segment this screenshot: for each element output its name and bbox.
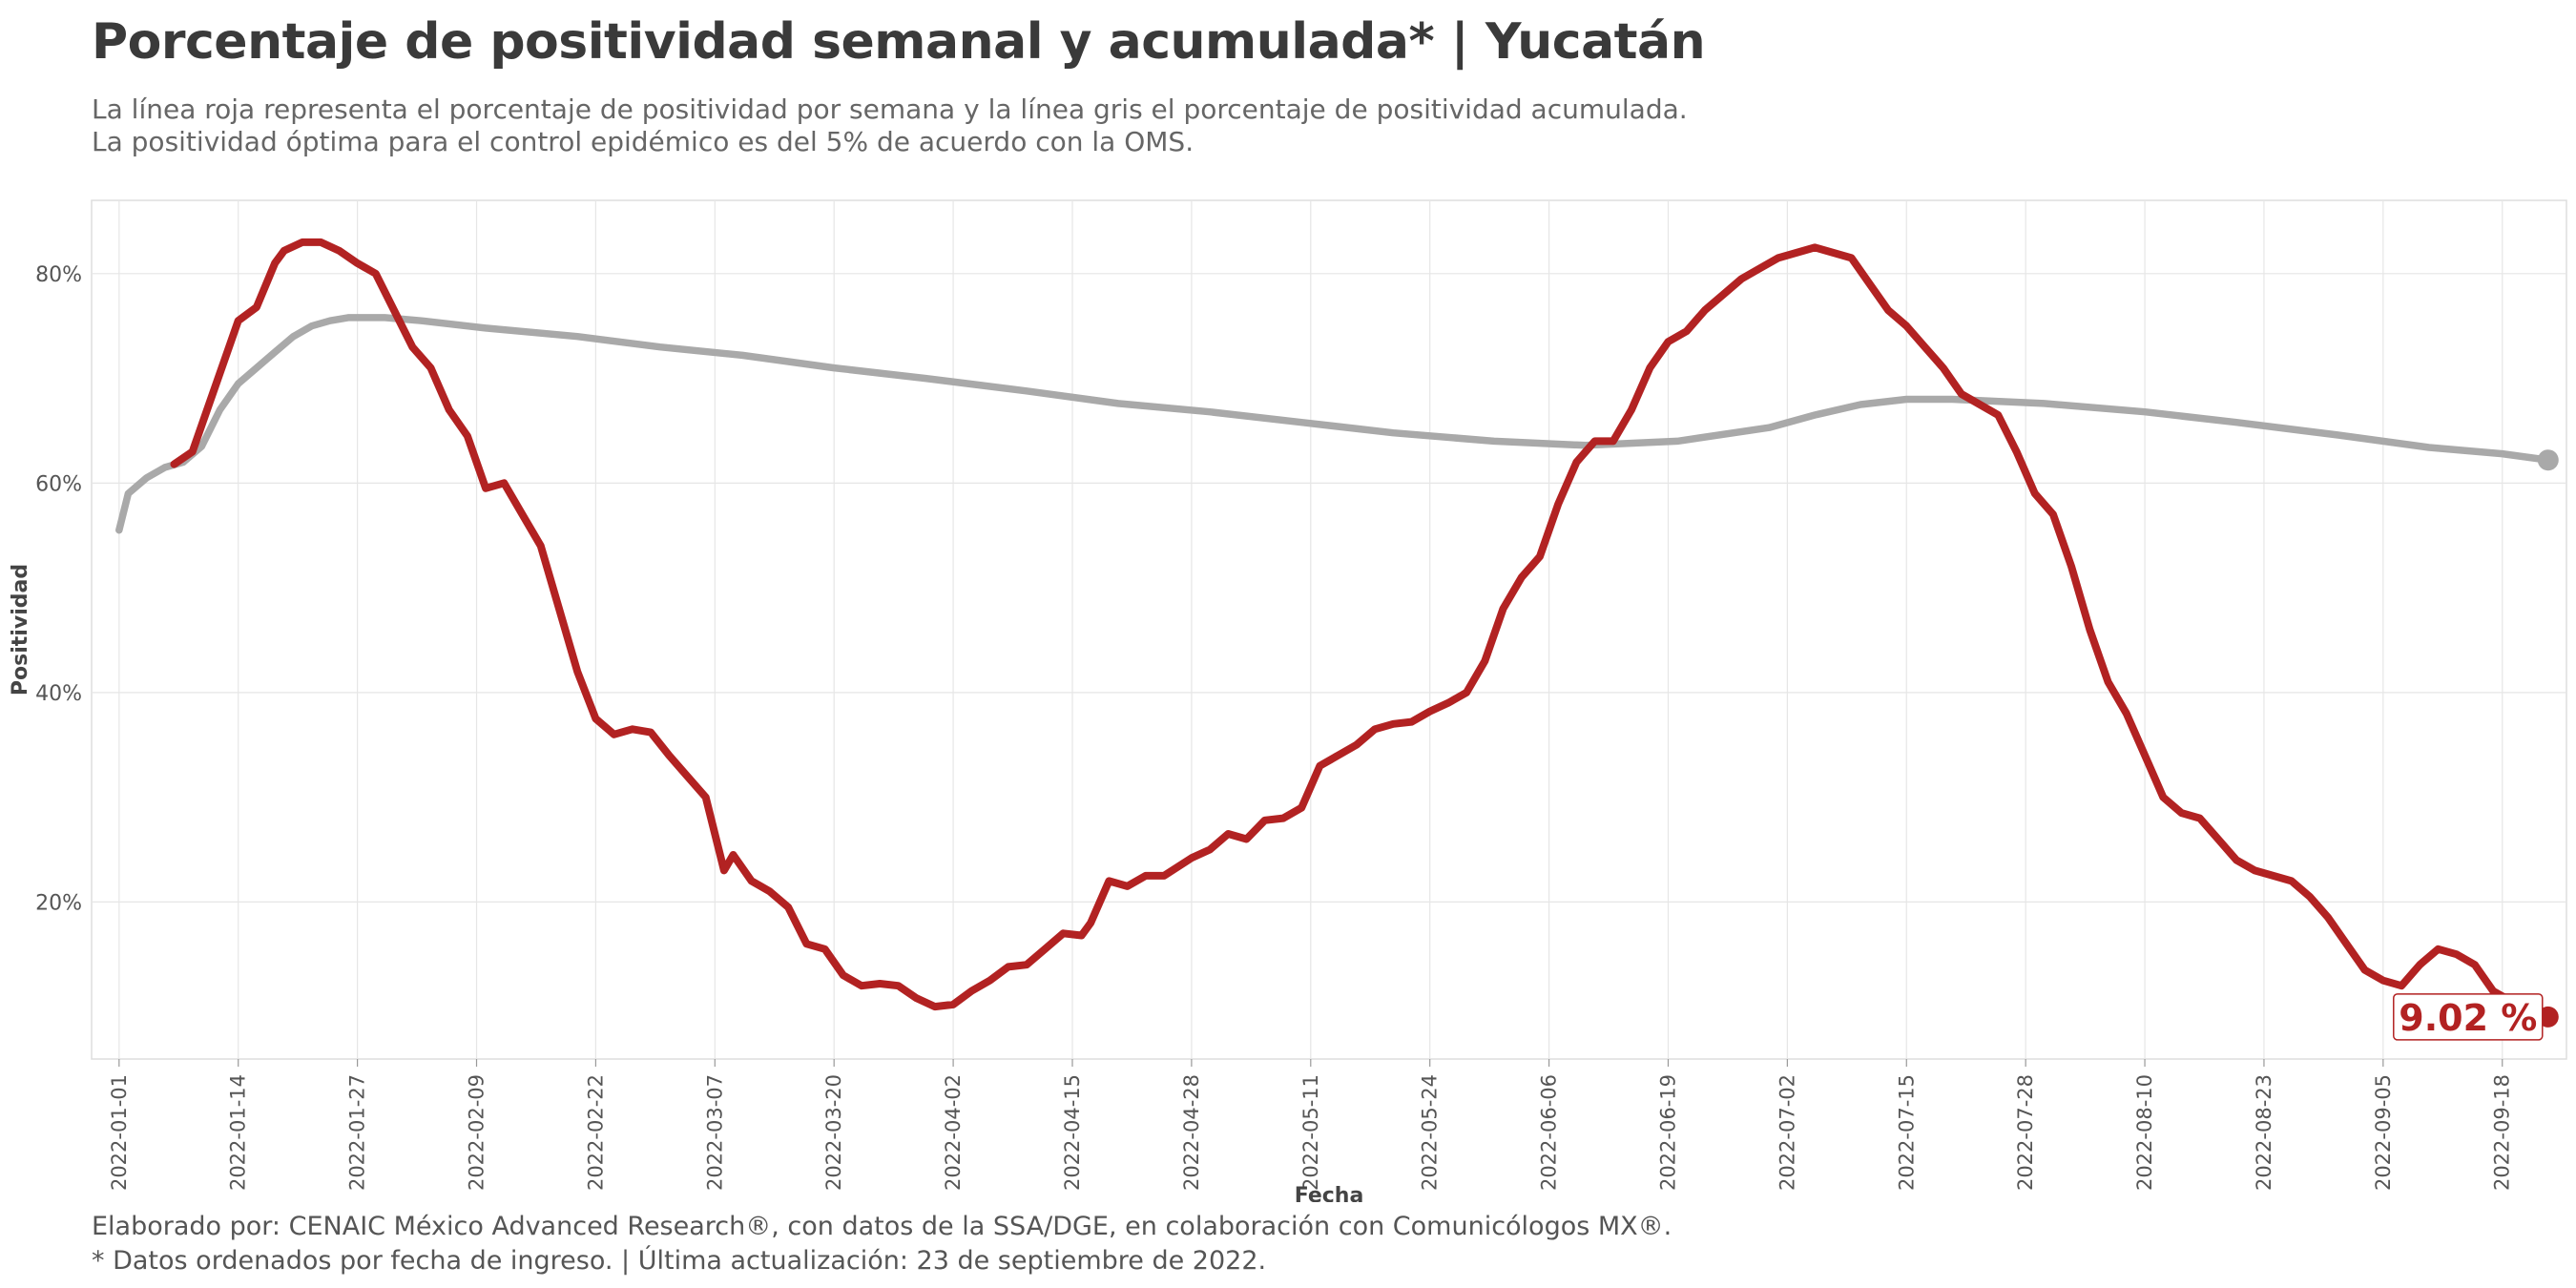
x-tick-label: 2022-01-27 [346, 1074, 369, 1191]
plot-panel [91, 199, 2567, 1060]
chart-title: Porcentaje de positividad semanal y acum… [92, 13, 1706, 71]
x-tick-label: 2022-07-02 [1776, 1074, 1798, 1191]
x-tick-label: 2022-04-02 [942, 1074, 965, 1191]
x-tick-label: 2022-03-20 [822, 1074, 845, 1191]
weekly-positivity-line [170, 238, 2552, 1021]
x-tick-label: 2022-06-19 [1656, 1074, 1679, 1191]
x-tick-label: 2022-09-18 [2491, 1074, 2514, 1191]
chart-subtitle-line-2: La positividad óptima para el control ep… [92, 126, 1195, 157]
y-tick-label: 40% [35, 682, 82, 706]
cumulative-end-point [2537, 449, 2559, 471]
chart-subtitle-line-1: La línea roja representa el porcentaje d… [92, 93, 1688, 125]
x-tick-label: 2022-06-06 [1538, 1074, 1561, 1191]
x-tick-label: 2022-02-09 [466, 1074, 488, 1191]
end-markers: 9.02 % [2393, 449, 2559, 1041]
x-tick-label: 2022-03-07 [703, 1074, 726, 1191]
y-tick-label: 80% [35, 263, 82, 287]
caption-line-1: Elaborado por: CENAIC México Advanced Re… [92, 1212, 1672, 1241]
x-tick-label: 2022-09-05 [2372, 1074, 2395, 1191]
x-axis: 2022-01-01 2022-01-14 2022-01-27 2022-02-09… [108, 1059, 2514, 1191]
x-tick-label: 2022-05-24 [1419, 1074, 1442, 1191]
y-tick-label: 20% [35, 891, 82, 915]
x-tick-label: 2022-08-23 [2253, 1074, 2275, 1191]
x-tick-label: 2022-01-14 [227, 1074, 250, 1191]
gridlines [92, 200, 2566, 1059]
x-tick-label: 2022-08-10 [2133, 1074, 2156, 1191]
y-tick-label: 60% [35, 472, 82, 496]
x-axis-title: Fecha [1295, 1184, 1364, 1202]
x-tick-label: 2022-04-15 [1061, 1074, 1084, 1191]
y-axis-title: Positividad [9, 564, 32, 696]
x-tick-label: 2022-05-11 [1299, 1074, 1322, 1191]
end-value-label-box [2393, 993, 2544, 1041]
series-lines [115, 238, 2552, 1021]
x-tick-label: 2022-04-28 [1180, 1074, 1203, 1191]
caption-line-2: * Datos ordenados por fecha de ingreso. … [92, 1246, 1267, 1276]
x-tick-label: 2022-02-22 [584, 1074, 607, 1191]
y-axis: 20% 40% 60% 80% [35, 263, 82, 916]
end-value-label: 9.02 % [2399, 997, 2537, 1039]
x-tick-label: 2022-07-28 [2014, 1074, 2037, 1191]
positivity-line-chart: 20%40%60%80% 2022-01-01 2022-01-14 2022-01… [9, 199, 2567, 1202]
x-tick-label: 2022-01-01 [108, 1074, 131, 1191]
x-tick-label: 2022-07-15 [1895, 1074, 1918, 1191]
